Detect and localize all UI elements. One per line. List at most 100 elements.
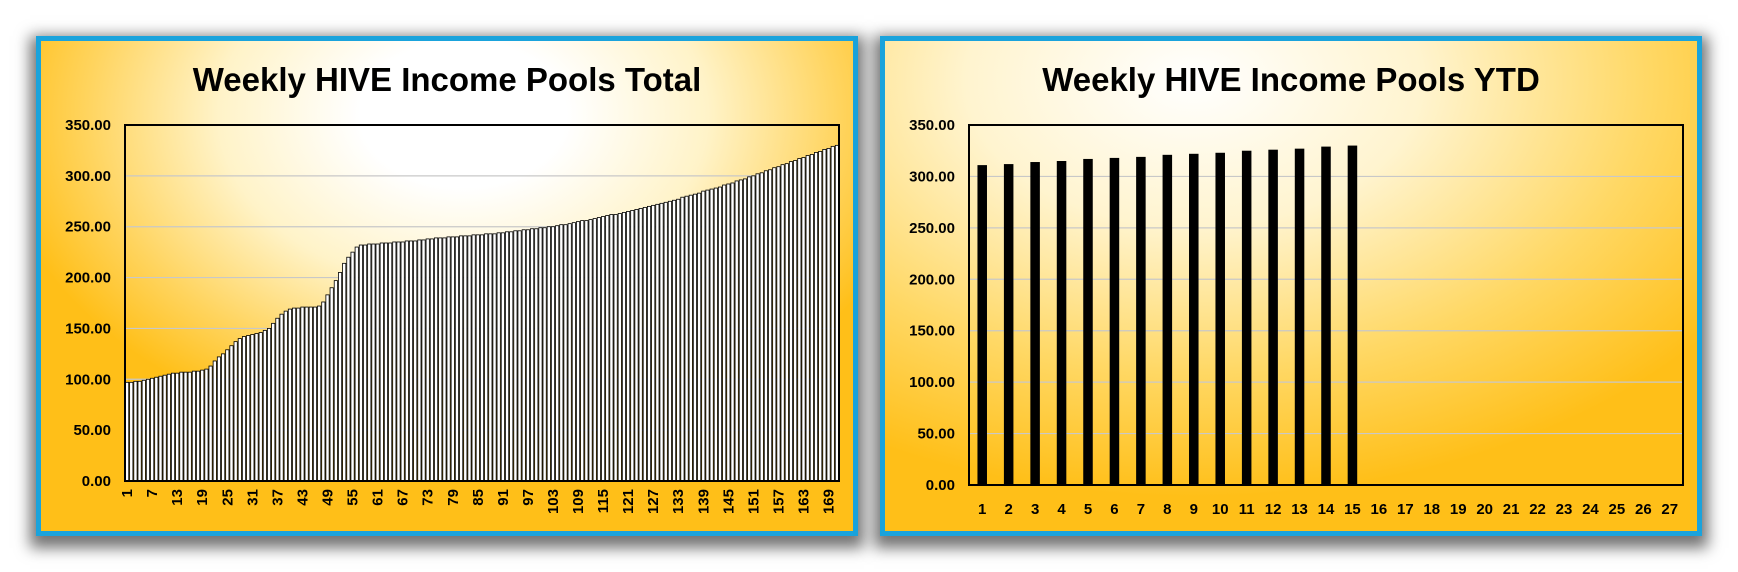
x-tick-label: 3 <box>1031 501 1039 518</box>
bar <box>450 236 455 482</box>
bar <box>446 236 451 482</box>
bar <box>743 178 748 482</box>
bar <box>196 370 201 482</box>
bar <box>459 235 464 482</box>
bar <box>776 166 781 482</box>
bar <box>788 161 794 482</box>
bar <box>183 371 188 482</box>
bar <box>225 349 230 482</box>
y-tick-label: 300.00 <box>65 168 111 185</box>
bar <box>763 170 768 482</box>
bar <box>1241 150 1252 485</box>
bar <box>630 210 635 482</box>
y-tick-label: 250.00 <box>909 220 955 237</box>
bar <box>505 231 510 482</box>
bar <box>404 240 409 482</box>
bar <box>438 237 443 482</box>
x-tick-label: 103 <box>545 489 562 514</box>
bar <box>162 374 167 482</box>
x-tick-label: 19 <box>1450 501 1467 518</box>
x-tick-label: 157 <box>770 489 787 514</box>
bar <box>408 240 414 482</box>
bar <box>262 330 267 482</box>
x-tick-label: 10 <box>1212 501 1229 518</box>
x-tick-label: 133 <box>670 489 687 514</box>
bar <box>145 378 150 482</box>
x-tick-label: 1 <box>119 489 136 497</box>
x-tick-label: 21 <box>1503 501 1520 518</box>
bar <box>354 246 359 482</box>
bar <box>651 204 656 482</box>
bar <box>333 280 338 482</box>
chart-ytd-svg: 0.00 50.00 100.00 150.00 200.00 250.00 300.00 3… <box>909 117 1684 518</box>
bar <box>479 234 485 482</box>
x-tick-label: 49 <box>320 489 337 506</box>
bar <box>392 241 397 482</box>
bar <box>605 215 610 482</box>
bar <box>283 310 288 482</box>
bar <box>692 193 697 482</box>
bar <box>241 336 247 482</box>
bar <box>204 368 209 482</box>
bar <box>513 230 518 482</box>
bar <box>517 230 522 482</box>
bar <box>166 373 171 482</box>
bar <box>1347 145 1358 486</box>
x-tick-label: 169 <box>821 489 838 514</box>
bar <box>400 241 405 482</box>
bar <box>454 236 459 482</box>
bar <box>1321 146 1331 485</box>
bar <box>814 152 819 482</box>
bar <box>663 201 668 482</box>
y-tick-label: 100.00 <box>909 374 955 391</box>
bar <box>701 190 706 482</box>
chart-total-svg: 0.00 50.00 100.00 150.00 200.00 250.00 300.00 3… <box>65 117 840 514</box>
x-tick-label: 25 <box>219 489 236 506</box>
x-tick-label: 79 <box>445 489 462 506</box>
bar <box>154 376 159 482</box>
y-tick-label: 0.00 <box>82 473 111 490</box>
bar <box>759 172 764 482</box>
bar <box>321 301 326 482</box>
x-tick-label: 17 <box>1397 501 1414 518</box>
bar <box>488 233 493 482</box>
y-tick-label: 250.00 <box>65 219 111 236</box>
bar <box>296 307 301 482</box>
bar <box>555 225 560 482</box>
x-tick-label: 24 <box>1582 501 1599 518</box>
bar <box>726 183 731 482</box>
x-tick-label: 6 <box>1110 501 1118 518</box>
x-tick-label: 25 <box>1609 501 1626 518</box>
bar <box>1030 162 1040 485</box>
bar <box>638 208 643 482</box>
bar <box>617 213 622 482</box>
bar <box>254 333 259 482</box>
bar <box>292 307 297 482</box>
bar <box>684 195 689 482</box>
bar <box>571 222 576 482</box>
bar <box>722 184 727 482</box>
bar <box>312 306 318 482</box>
bar <box>170 372 176 482</box>
bar <box>133 380 138 482</box>
x-tick-label: 14 <box>1318 501 1335 518</box>
y-tick-label: 50.00 <box>917 426 955 443</box>
x-tick-label: 85 <box>470 489 487 506</box>
bar <box>1083 158 1093 485</box>
y-tick-label: 0.00 <box>926 477 955 494</box>
x-tick-label: 61 <box>370 489 387 506</box>
bar <box>258 332 263 482</box>
bar <box>672 199 677 482</box>
bar <box>317 305 322 482</box>
chart-panel-total: Weekly HIVE Income Pools Total 0.00 50.00… <box>36 36 858 536</box>
bar <box>1294 148 1305 485</box>
bar <box>187 371 192 482</box>
bar <box>421 239 426 482</box>
y-tick-label: 350.00 <box>909 117 955 134</box>
bar <box>467 235 472 482</box>
x-tick-label: 121 <box>620 489 637 514</box>
bar <box>1003 164 1014 485</box>
y-tick-label: 200.00 <box>65 270 111 287</box>
bar <box>300 306 305 482</box>
bar <box>784 163 789 482</box>
